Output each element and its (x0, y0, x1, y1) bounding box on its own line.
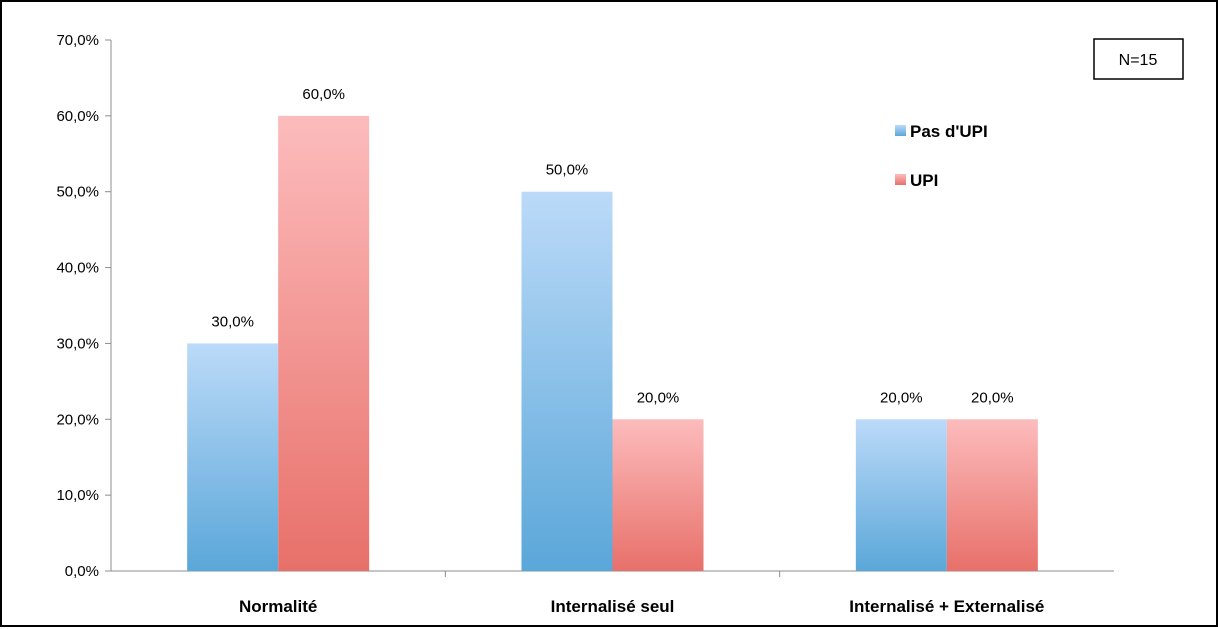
sample-size-box (1093, 38, 1184, 80)
sample-size-label: N=15 (1119, 52, 1158, 69)
bar-upi (612, 419, 704, 571)
data-label: 60,0% (302, 86, 345, 103)
data-label: 20,0% (971, 389, 1014, 406)
y-tick-label: 50,0% (56, 184, 99, 201)
y-tick-label: 20,0% (56, 411, 99, 428)
x-category-label: Internalisé seul (551, 597, 675, 616)
data-label: 30,0% (211, 313, 254, 330)
data-label: 20,0% (880, 389, 923, 406)
bar-upi (946, 419, 1038, 571)
bar-pas-upi (187, 343, 279, 571)
legend-label: Pas d'UPI (910, 122, 988, 141)
legend-swatch (895, 125, 906, 136)
y-tick-label: 0,0% (65, 563, 99, 580)
legend-label: UPI (910, 171, 938, 190)
data-label: 20,0% (637, 389, 680, 406)
bar-pas-upi (521, 191, 613, 571)
x-category-label: Internalisé + Externalisé (849, 597, 1044, 616)
x-category-label: Normalité (239, 597, 317, 616)
legend-swatch (895, 174, 906, 185)
y-tick-label: 40,0% (56, 260, 99, 277)
bar-upi (278, 115, 370, 571)
y-tick-label: 30,0% (56, 335, 99, 352)
bar-pas-upi (855, 419, 947, 571)
y-tick-label: 70,0% (56, 32, 99, 49)
y-tick-label: 10,0% (56, 487, 99, 504)
data-label: 50,0% (546, 162, 589, 179)
y-tick-label: 60,0% (56, 108, 99, 125)
